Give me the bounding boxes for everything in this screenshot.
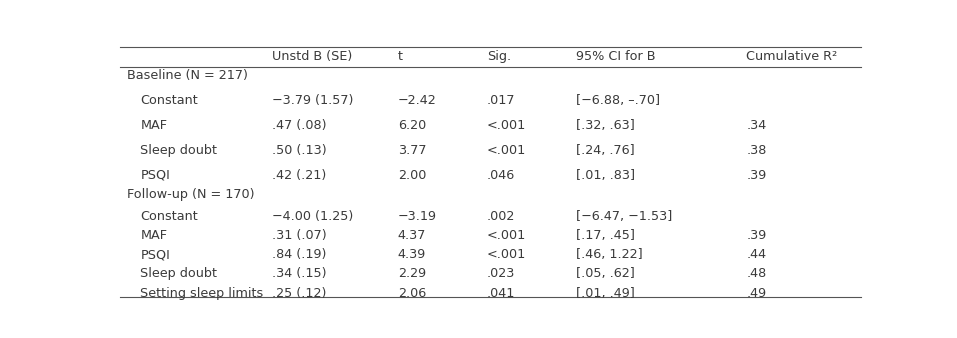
Text: Sleep doubt: Sleep doubt <box>141 267 217 280</box>
Text: .34: .34 <box>746 119 767 132</box>
Text: [.01, .83]: [.01, .83] <box>576 169 634 182</box>
Text: [.17, .45]: [.17, .45] <box>576 229 634 242</box>
Text: .42 (.21): .42 (.21) <box>272 169 326 182</box>
Text: Unstd B (SE): Unstd B (SE) <box>272 50 352 63</box>
Text: .31 (.07): .31 (.07) <box>272 229 326 242</box>
Text: 2.29: 2.29 <box>398 267 426 280</box>
Text: [.32, .63]: [.32, .63] <box>576 119 634 132</box>
Text: Follow-up (N = 170): Follow-up (N = 170) <box>127 188 255 201</box>
Text: −4.00 (1.25): −4.00 (1.25) <box>272 210 353 222</box>
Text: .39: .39 <box>746 229 767 242</box>
Text: <.001: <.001 <box>487 144 526 157</box>
Text: <.001: <.001 <box>487 229 526 242</box>
Text: .25 (.12): .25 (.12) <box>272 287 326 299</box>
Text: MAF: MAF <box>141 229 167 242</box>
Text: .39: .39 <box>746 169 767 182</box>
Text: 6.20: 6.20 <box>398 119 426 132</box>
Text: 4.39: 4.39 <box>398 248 426 261</box>
Text: [−6.47, −1.53]: [−6.47, −1.53] <box>576 210 672 222</box>
Text: Cumulative R²: Cumulative R² <box>746 50 837 63</box>
Text: .002: .002 <box>487 210 515 222</box>
Text: MAF: MAF <box>141 119 167 132</box>
Text: .38: .38 <box>746 144 767 157</box>
Text: Setting sleep limits: Setting sleep limits <box>141 287 263 299</box>
Text: <.001: <.001 <box>487 248 526 261</box>
Text: Sig.: Sig. <box>487 50 511 63</box>
Text: [.05, .62]: [.05, .62] <box>576 267 634 280</box>
Text: .50 (.13): .50 (.13) <box>272 144 326 157</box>
Text: .041: .041 <box>487 287 515 299</box>
Text: <.001: <.001 <box>487 119 526 132</box>
Text: PSQI: PSQI <box>141 248 170 261</box>
Text: −2.42: −2.42 <box>398 94 436 107</box>
Text: −3.19: −3.19 <box>398 210 436 222</box>
Text: .44: .44 <box>746 248 767 261</box>
Text: .84 (.19): .84 (.19) <box>272 248 326 261</box>
Text: [.24, .76]: [.24, .76] <box>576 144 634 157</box>
Text: 3.77: 3.77 <box>398 144 426 157</box>
Text: [−6.88, –.70]: [−6.88, –.70] <box>576 94 659 107</box>
Text: Constant: Constant <box>141 210 198 222</box>
Text: −3.79 (1.57): −3.79 (1.57) <box>272 94 353 107</box>
Text: PSQI: PSQI <box>141 169 170 182</box>
Text: Sleep doubt: Sleep doubt <box>141 144 217 157</box>
Text: t: t <box>398 50 403 63</box>
Text: .023: .023 <box>487 267 515 280</box>
Text: .046: .046 <box>487 169 515 182</box>
Text: 2.00: 2.00 <box>398 169 426 182</box>
Text: [.46, 1.22]: [.46, 1.22] <box>576 248 642 261</box>
Text: .47 (.08): .47 (.08) <box>272 119 326 132</box>
Text: .017: .017 <box>487 94 515 107</box>
Text: Baseline (N = 217): Baseline (N = 217) <box>127 69 248 82</box>
Text: 2.06: 2.06 <box>398 287 426 299</box>
Text: .48: .48 <box>746 267 767 280</box>
Text: [.01, .49]: [.01, .49] <box>576 287 634 299</box>
Text: .49: .49 <box>746 287 767 299</box>
Text: Constant: Constant <box>141 94 198 107</box>
Text: 4.37: 4.37 <box>398 229 426 242</box>
Text: 95% CI for B: 95% CI for B <box>576 50 656 63</box>
Text: .34 (.15): .34 (.15) <box>272 267 326 280</box>
